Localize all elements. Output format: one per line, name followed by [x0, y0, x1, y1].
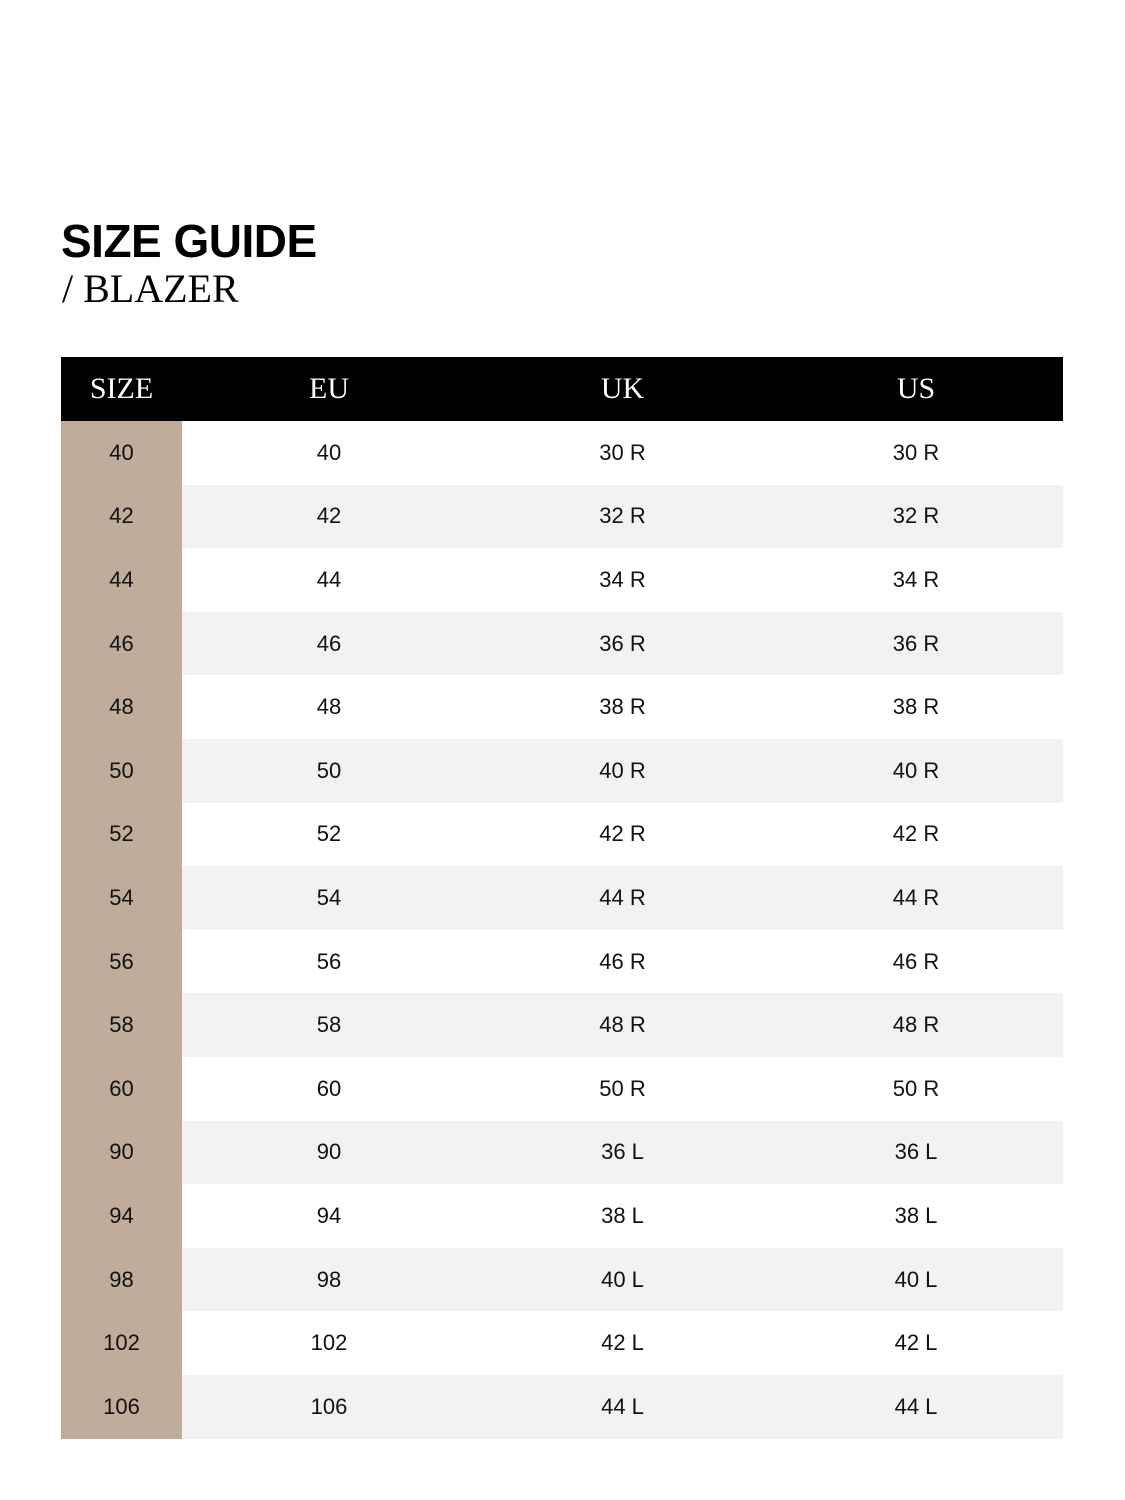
cell-uk: 48 R [599, 1012, 646, 1038]
table-row: 40 40 30 R 30 R [61, 421, 1063, 485]
cell-eu: 48 [316, 694, 342, 720]
cell-eu: 60 [316, 1075, 342, 1101]
cell-uk: 38 L [601, 1202, 644, 1228]
cell-eu: 52 [316, 821, 342, 847]
cell-size: 52 [61, 802, 182, 867]
cell-size: 48 [61, 675, 182, 739]
cell-uk: 32 R [599, 503, 646, 529]
table-row: 58 58 48 R 48 R [61, 993, 1063, 1057]
column-header-us: US [896, 372, 936, 405]
table-row: 56 56 46 R 46 R [61, 929, 1063, 994]
cell-size: 58 [61, 993, 182, 1057]
table-row: 50 50 40 R 40 R [61, 738, 1063, 803]
table-row: 106 106 44 L 44 L [61, 1374, 1063, 1439]
table-row: 102 102 42 L 42 L [61, 1311, 1063, 1375]
page-title: SIZE GUIDE [61, 215, 317, 267]
cell-size: 106 [61, 1374, 182, 1439]
cell-uk: 44 R [599, 884, 646, 910]
cell-us: 36 R [892, 630, 940, 656]
cell-size: 90 [61, 1120, 182, 1185]
cell-size: 54 [61, 866, 182, 930]
cell-eu: 94 [316, 1202, 342, 1228]
cell-size: 40 [61, 421, 182, 485]
cell-eu: 56 [316, 948, 342, 974]
table-row: 54 54 44 R 44 R [61, 866, 1063, 930]
column-header-size: SIZE [89, 372, 154, 405]
cell-size: 102 [61, 1311, 182, 1375]
cell-us: 40 L [894, 1266, 938, 1292]
table-row: 48 48 38 R 38 R [61, 675, 1063, 739]
table-row: 90 90 36 L 36 L [61, 1120, 1063, 1185]
table-row: 60 60 50 R 50 R [61, 1056, 1063, 1121]
table-row: 44 44 34 R 34 R [61, 548, 1063, 612]
cell-us: 48 R [892, 1012, 940, 1038]
table-header: SIZE EU UK US [61, 357, 1063, 421]
cell-us: 36 L [894, 1139, 938, 1165]
cell-eu: 42 [316, 503, 342, 529]
cell-uk: 46 R [599, 948, 646, 974]
table-row: 94 94 38 L 38 L [61, 1184, 1063, 1248]
table-row: 98 98 40 L 40 L [61, 1247, 1063, 1312]
column-header-eu: EU [309, 372, 349, 405]
table-row: 42 42 32 R 32 R [61, 484, 1063, 549]
cell-uk: 44 L [601, 1393, 644, 1419]
cell-size: 98 [61, 1247, 182, 1312]
cell-us: 44 L [894, 1393, 938, 1419]
cell-eu: 50 [316, 757, 342, 783]
cell-uk: 34 R [599, 566, 646, 592]
cell-uk: 30 R [599, 439, 646, 465]
cell-us: 40 R [892, 757, 940, 783]
cell-eu: 44 [316, 566, 342, 592]
cell-uk: 36 L [601, 1139, 644, 1165]
cell-us: 38 R [892, 694, 940, 720]
cell-size: 60 [61, 1056, 182, 1121]
cell-size: 46 [61, 611, 182, 676]
cell-eu: 102 [310, 1330, 348, 1356]
cell-uk: 36 R [599, 630, 646, 656]
cell-us: 38 L [894, 1202, 938, 1228]
table-row: 46 46 36 R 36 R [61, 611, 1063, 676]
cell-us: 50 R [892, 1075, 940, 1101]
cell-eu: 46 [316, 630, 342, 656]
cell-size: 50 [61, 738, 182, 803]
table-row: 52 52 42 R 42 R [61, 802, 1063, 867]
cell-us: 34 R [892, 566, 940, 592]
cell-eu: 90 [316, 1139, 342, 1165]
table-body: 40 40 30 R 30 R 42 42 32 R 32 R 44 44 34 R 34 R 46 46… [61, 421, 1063, 1439]
cell-uk: 42 R [599, 821, 646, 847]
page-subtitle: / BLAZER [62, 266, 239, 311]
cell-uk: 40 R [599, 757, 646, 783]
cell-uk: 42 L [601, 1330, 644, 1356]
cell-eu: 98 [316, 1266, 342, 1292]
cell-eu: 58 [316, 1012, 342, 1038]
cell-uk: 38 R [599, 694, 646, 720]
cell-uk: 50 R [599, 1075, 646, 1101]
cell-eu: 106 [310, 1393, 348, 1419]
cell-size: 44 [61, 548, 182, 612]
cell-size: 94 [61, 1184, 182, 1248]
cell-eu: 54 [316, 884, 342, 910]
cell-us: 46 R [892, 948, 940, 974]
cell-us: 42 L [894, 1330, 938, 1356]
cell-eu: 40 [316, 439, 342, 465]
cell-us: 32 R [892, 503, 940, 529]
cell-us: 30 R [892, 439, 940, 465]
column-header-uk: UK [600, 372, 645, 405]
cell-size: 56 [61, 929, 182, 994]
size-table: SIZE EU UK US 40 40 30 R 30 R 42 42 32 R 32 R 44… [61, 357, 1063, 1439]
cell-us: 42 R [892, 821, 940, 847]
cell-size: 42 [61, 484, 182, 549]
cell-uk: 40 L [601, 1266, 644, 1292]
cell-us: 44 R [892, 884, 940, 910]
